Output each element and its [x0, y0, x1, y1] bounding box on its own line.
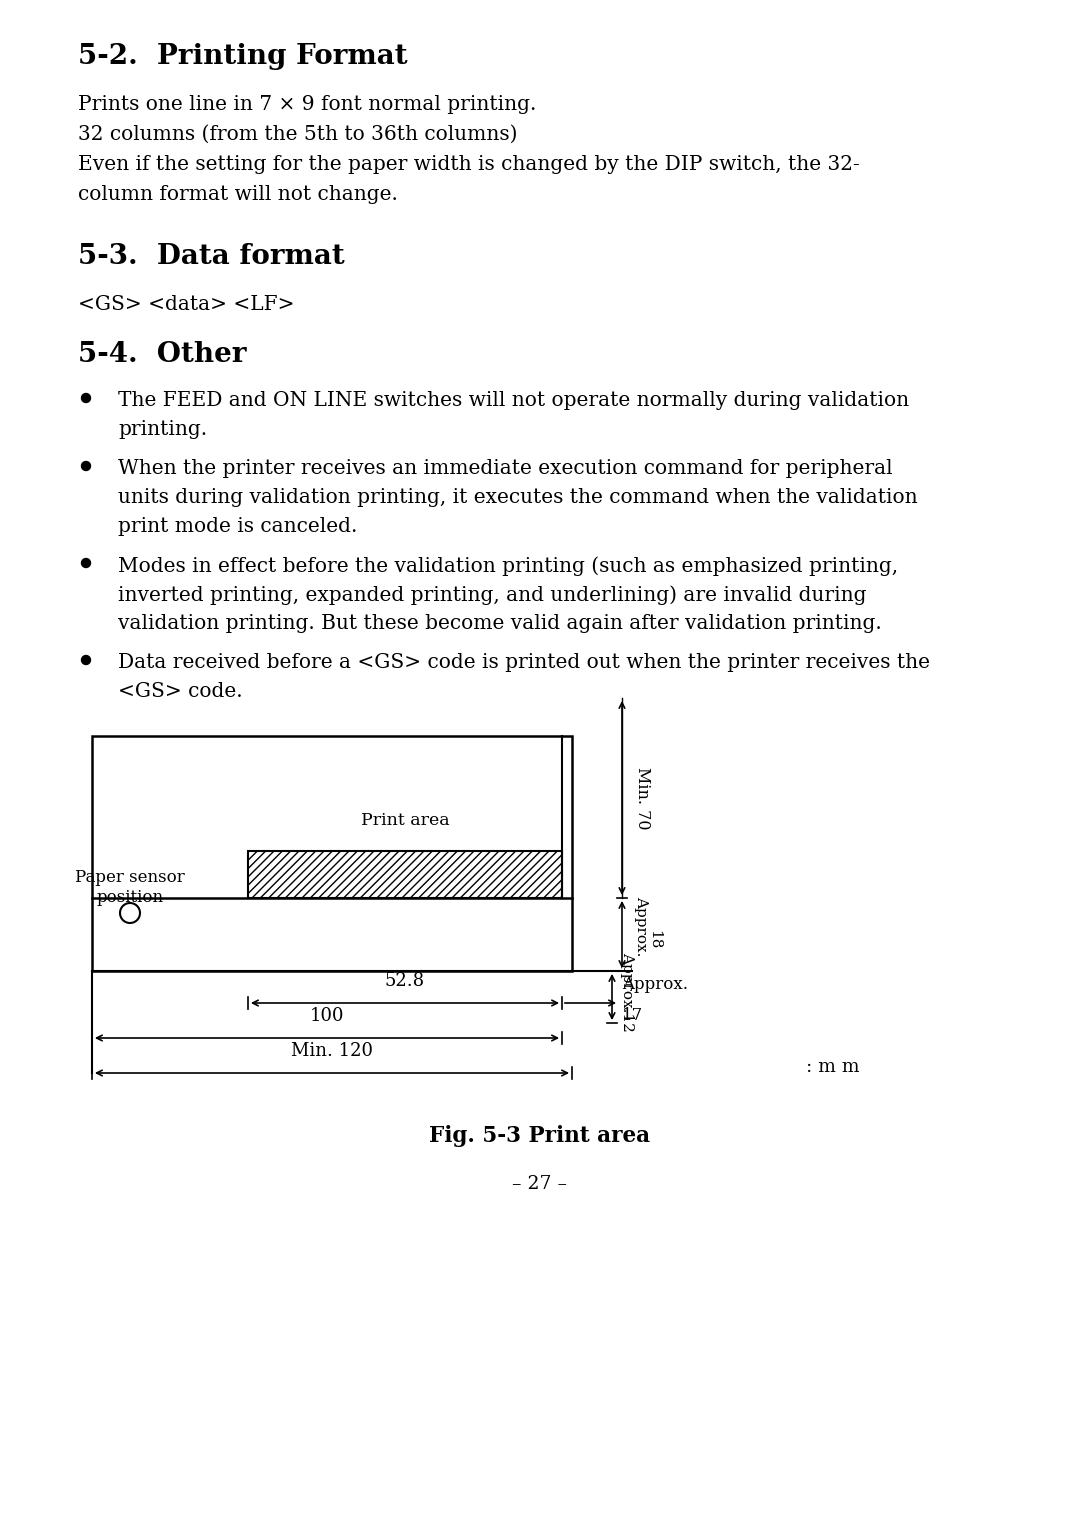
Text: 5-3.  Data format: 5-3. Data format [78, 244, 345, 270]
Text: 32 columns (from the 5th to 36th columns): 32 columns (from the 5th to 36th columns… [78, 126, 517, 144]
Text: Even if the setting for the paper width is changed by the DIP switch, the 32-: Even if the setting for the paper width … [78, 155, 860, 175]
Bar [92, 736, 572, 970]
Text: position: position [96, 889, 163, 906]
Text: 5-2.  Printing Format: 5-2. Printing Format [78, 43, 407, 71]
Text: Modes in effect before the validation printing (such as emphasized printing,: Modes in effect before the validation pr… [118, 556, 899, 576]
Text: The FEED and ON LINE switches will not operate normally during validation: The FEED and ON LINE switches will not o… [118, 391, 909, 409]
Text: units during validation printing, it executes the command when the validation: units during validation printing, it exe… [118, 487, 918, 507]
Text: Approx.12: Approx.12 [620, 952, 634, 1032]
Text: 100: 100 [310, 1007, 345, 1026]
Text: When the printer receives an immediate execution command for peripheral: When the printer receives an immediate e… [118, 458, 893, 478]
Text: print mode is canceled.: print mode is canceled. [118, 517, 357, 537]
Circle shape [81, 461, 91, 471]
Text: Paper sensor: Paper sensor [76, 869, 185, 886]
Text: Min. 120: Min. 120 [291, 1042, 373, 1059]
Bar [248, 851, 562, 898]
Text: Data received before a <GS> code is printed out when the printer receives the: Data received before a <GS> code is prin… [118, 653, 930, 671]
Circle shape [81, 394, 91, 403]
Text: Approx.: Approx. [634, 897, 648, 957]
Text: inverted printing, expanded printing, and underlining) are invalid during: inverted printing, expanded printing, an… [118, 586, 866, 604]
Text: : m m: : m m [807, 1058, 860, 1076]
Text: – 27 –: – 27 – [513, 1174, 567, 1193]
Text: Min. 70: Min. 70 [634, 766, 651, 829]
Text: validation printing. But these become valid again after validation printing.: validation printing. But these become va… [118, 615, 881, 633]
Text: 52.8: 52.8 [384, 972, 426, 990]
Circle shape [81, 656, 91, 664]
Text: Print area: Print area [361, 812, 449, 829]
Circle shape [81, 558, 91, 567]
Text: 5-4.  Other: 5-4. Other [78, 340, 246, 368]
Text: Fig. 5-3 Print area: Fig. 5-3 Print area [430, 1125, 650, 1147]
Text: 17: 17 [622, 1007, 644, 1024]
Text: column format will not change.: column format will not change. [78, 185, 397, 204]
Text: printing.: printing. [118, 420, 207, 438]
Text: Approx.: Approx. [622, 977, 688, 993]
Text: <GS> code.: <GS> code. [118, 682, 243, 701]
Text: <GS> <data> <LF>: <GS> <data> <LF> [78, 294, 295, 314]
Text: 18: 18 [647, 931, 661, 949]
Text: Prints one line in 7 × 9 font normal printing.: Prints one line in 7 × 9 font normal pri… [78, 95, 537, 113]
